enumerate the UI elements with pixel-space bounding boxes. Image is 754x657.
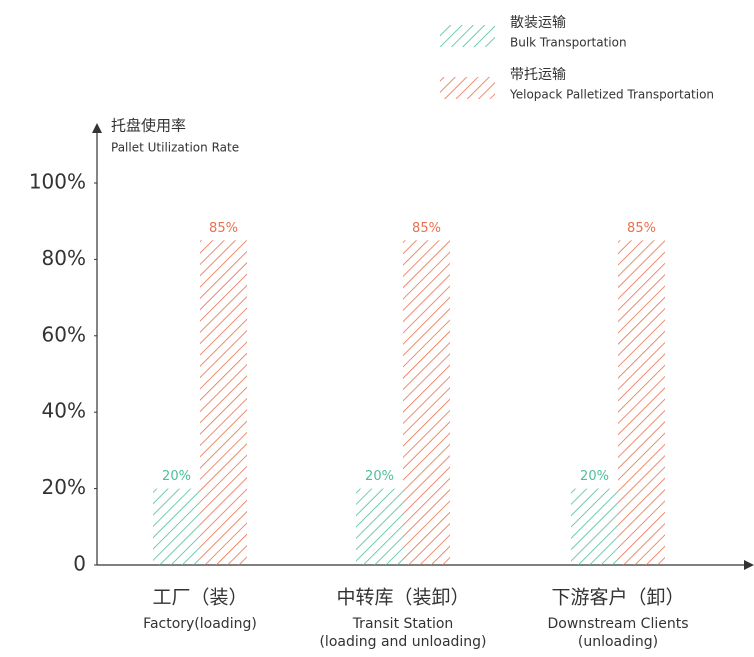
y-tick-label: 40% bbox=[42, 399, 86, 423]
x-axis-arrow bbox=[744, 560, 754, 570]
legend-swatch bbox=[440, 25, 495, 47]
y-tick-label: 60% bbox=[42, 322, 86, 346]
y-tick-label: 0 bbox=[73, 552, 86, 576]
x-tick-label-en: (loading and unloading) bbox=[319, 634, 486, 650]
value-label: 85% bbox=[412, 221, 441, 236]
value-label: 20% bbox=[162, 469, 191, 484]
legend-label-en: Yelopack Palletized Transportation bbox=[509, 88, 714, 102]
y-axis-label: 托盘使用率 bbox=[111, 117, 186, 135]
y-tick-label: 20% bbox=[42, 475, 86, 499]
x-tick-label-en: Transit Station bbox=[352, 616, 454, 632]
y-axis-arrow bbox=[92, 123, 102, 133]
x-tick-label-en: Downstream Clients bbox=[547, 616, 688, 632]
bar bbox=[153, 488, 200, 565]
legend-label: 散装运输 bbox=[510, 15, 566, 31]
legend-swatch bbox=[440, 77, 495, 99]
value-label: 85% bbox=[209, 221, 238, 236]
y-axis-label-en: Pallet Utilization Rate bbox=[111, 141, 239, 155]
x-tick-label-en: (unloading) bbox=[578, 634, 658, 650]
x-tick-label-en: Factory(loading) bbox=[143, 616, 257, 632]
value-label: 20% bbox=[365, 469, 394, 484]
x-tick-label: 下游客户（卸） bbox=[551, 587, 684, 609]
legend-label-en: Bulk Transportation bbox=[510, 36, 627, 50]
legend-label: 带托运输 bbox=[510, 67, 566, 83]
value-label: 85% bbox=[627, 221, 656, 236]
y-tick-label: 80% bbox=[42, 246, 86, 270]
bar bbox=[356, 488, 403, 565]
y-tick-label: 100% bbox=[29, 170, 86, 194]
bar bbox=[618, 240, 665, 566]
bar bbox=[200, 240, 247, 566]
x-tick-label: 中转库（装卸） bbox=[336, 587, 469, 609]
value-label: 20% bbox=[580, 469, 609, 484]
x-tick-label: 工厂（装） bbox=[152, 587, 247, 609]
bar bbox=[571, 488, 618, 565]
bar bbox=[403, 240, 450, 566]
